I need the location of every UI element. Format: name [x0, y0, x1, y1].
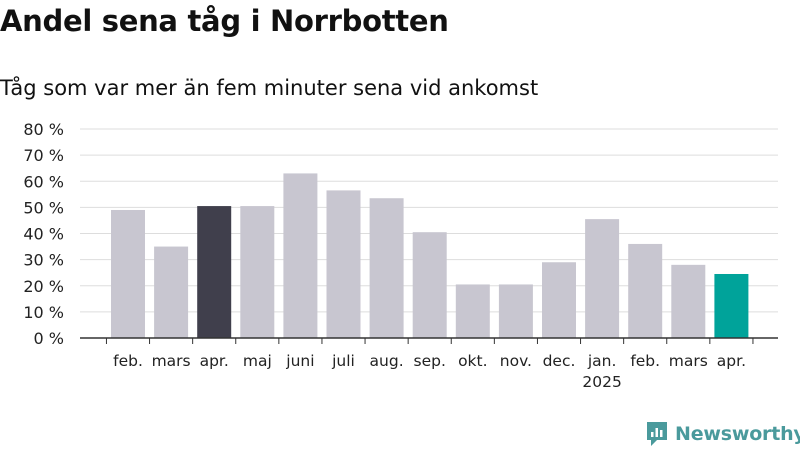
bar	[671, 264, 706, 338]
bar	[283, 173, 318, 338]
bar	[714, 273, 749, 338]
x-tick-label: apr.	[717, 352, 746, 370]
chart-title: Andel sena tåg i Norrbotten	[0, 4, 449, 38]
y-tick-label: 60 %	[23, 172, 64, 191]
brand-logo: Newsworthy	[645, 420, 800, 448]
x-tick-label: feb.	[113, 352, 143, 370]
bar	[628, 243, 663, 338]
x-tick-label: juli	[331, 352, 355, 370]
bar	[585, 219, 620, 338]
bar	[111, 209, 145, 338]
x-tick-label: feb.	[630, 352, 660, 370]
chart-subtitle: Tåg som var mer än fem minuter sena vid …	[0, 76, 539, 100]
x-tick-label: juni	[285, 352, 314, 370]
x-tick-label: mars	[152, 352, 191, 370]
y-tick-label: 0 %	[34, 329, 64, 348]
bar	[369, 198, 404, 338]
y-tick-label: 80 %	[23, 120, 64, 139]
bar	[498, 284, 533, 338]
bar	[240, 206, 275, 338]
bar	[455, 284, 490, 338]
y-tick-label: 50 %	[23, 198, 64, 217]
bar	[326, 190, 361, 338]
newsworthy-logo-icon	[647, 422, 667, 446]
brand-name: Newsworthy	[675, 423, 800, 445]
y-tick-label: 40 %	[23, 225, 64, 244]
bar	[154, 246, 189, 338]
x-tick-label: sep.	[414, 352, 446, 370]
x-tick-label: apr.	[200, 352, 229, 370]
y-tick-label: 10 %	[23, 303, 64, 322]
x-tick-label: maj	[243, 352, 272, 370]
x-tick-label: dec.	[543, 352, 576, 370]
x-tick-label: aug.	[370, 352, 404, 370]
bar	[412, 232, 447, 338]
y-tick-label: 20 %	[23, 277, 64, 296]
y-tick-label: 70 %	[23, 146, 64, 165]
x-year-label: 2025	[582, 373, 621, 391]
bar	[197, 206, 232, 338]
x-tick-label: mars	[669, 352, 708, 370]
y-tick-label: 30 %	[23, 251, 64, 270]
x-tick-label: okt.	[458, 352, 487, 370]
x-tick-label: nov.	[500, 352, 532, 370]
bar	[542, 262, 576, 338]
x-tick-label: jan.	[587, 352, 617, 370]
